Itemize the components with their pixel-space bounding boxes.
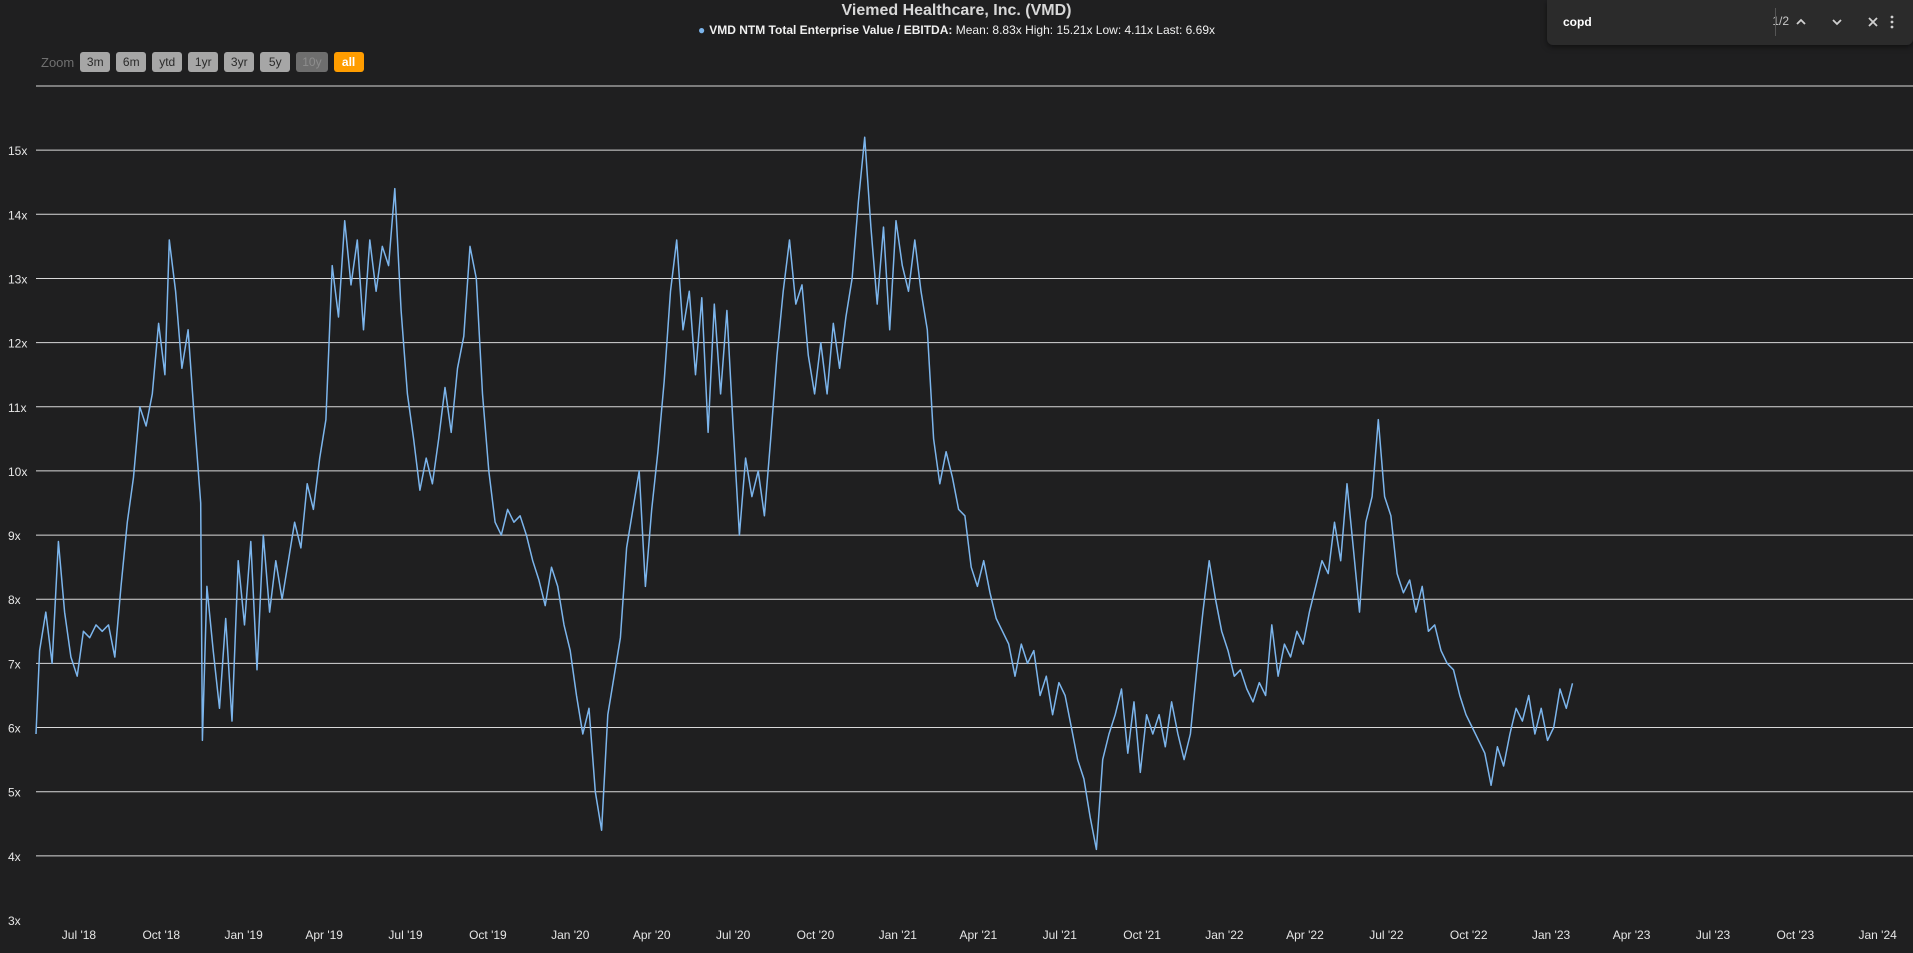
x-tick-label: Oct '23: [1777, 928, 1815, 942]
x-tick-label: Oct '20: [797, 928, 835, 942]
x-tick-label: Oct '21: [1123, 928, 1161, 942]
y-tick-label: 11x: [8, 401, 26, 415]
x-tick-label: Jan '19: [224, 928, 263, 942]
zoom-5y-button[interactable]: 5y: [260, 52, 291, 72]
chevron-down-icon[interactable]: [1824, 9, 1850, 35]
find-divider: [1775, 8, 1776, 36]
series-name: VMD NTM Total Enterprise Value / EBITDA:: [709, 23, 953, 37]
x-tick-label: Jul '21: [1043, 928, 1078, 942]
chevron-up-icon[interactable]: [1788, 9, 1814, 35]
series-stats: Mean: 8.83x High: 15.21x Low: 4.11x Last…: [955, 23, 1215, 37]
x-tick-label: Jul '18: [62, 928, 97, 942]
x-tick-label: Jan '20: [551, 928, 590, 942]
x-tick-label: Apr '19: [305, 928, 343, 942]
y-tick-label: 8x: [8, 593, 21, 607]
y-tick-label: 13x: [8, 272, 27, 286]
zoom-ytd-button[interactable]: ytd: [152, 52, 183, 72]
x-tick-label: Jul '23: [1696, 928, 1731, 942]
x-tick-label: Apr '22: [1286, 928, 1324, 942]
x-tick-label: Jul '22: [1369, 928, 1404, 942]
x-tick-label: Apr '23: [1613, 928, 1651, 942]
y-tick-label: 3x: [8, 914, 21, 928]
x-tick-label: Jul '19: [388, 928, 423, 942]
zoom-3m-button[interactable]: 3m: [80, 52, 111, 72]
series-line: [35, 136, 1574, 851]
close-icon[interactable]: [1860, 9, 1886, 35]
y-tick-label: 12x: [8, 337, 27, 351]
y-tick-label: 15x: [8, 144, 27, 158]
y-tick-label: 6x: [8, 722, 21, 736]
zoom-1yr-button[interactable]: 1yr: [188, 52, 219, 72]
find-match-count: 1/2: [1772, 14, 1789, 28]
x-tick-label: Oct '19: [469, 928, 507, 942]
find-bar: 1/2: [1547, 0, 1913, 45]
zoom-6m-button[interactable]: 6m: [116, 52, 147, 72]
chart-subtitle: ● VMD NTM Total Enterprise Value / EBITDA…: [0, 23, 1913, 37]
y-tick-label: 9x: [8, 529, 21, 543]
x-tick-label: Jan '24: [1859, 928, 1898, 942]
zoom-all-button[interactable]: all: [333, 52, 364, 72]
zoom-label: Zoom: [41, 54, 75, 70]
series-marker-icon: ●: [697, 23, 706, 37]
zoom-10y-button: 10y: [296, 52, 328, 72]
find-input[interactable]: [1561, 10, 1735, 34]
x-tick-label: Apr '20: [633, 928, 671, 942]
x-tick-label: Jan '21: [879, 928, 918, 942]
x-tick-label: Jan '23: [1532, 928, 1571, 942]
y-tick-label: 10x: [8, 465, 27, 479]
x-tick-label: Oct '18: [142, 928, 180, 942]
y-tick-label: 14x: [8, 208, 27, 222]
x-tick-label: Jan '22: [1205, 928, 1244, 942]
x-tick-label: Jul '20: [716, 928, 751, 942]
more-vertical-icon[interactable]: [1885, 9, 1899, 35]
y-tick-label: 5x: [8, 786, 21, 800]
chart-title: Viemed Healthcare, Inc. (VMD): [841, 2, 1072, 19]
y-tick-label: 7x: [8, 657, 21, 671]
x-tick-label: Apr '21: [959, 928, 997, 942]
x-tick-label: Oct '22: [1450, 928, 1488, 942]
zoom-selector: Zoom 3m 6m ytd 1yr 3yr 5y 10y all: [41, 52, 364, 72]
zoom-3yr-button[interactable]: 3yr: [224, 52, 255, 72]
y-tick-label: 4x: [8, 850, 21, 864]
